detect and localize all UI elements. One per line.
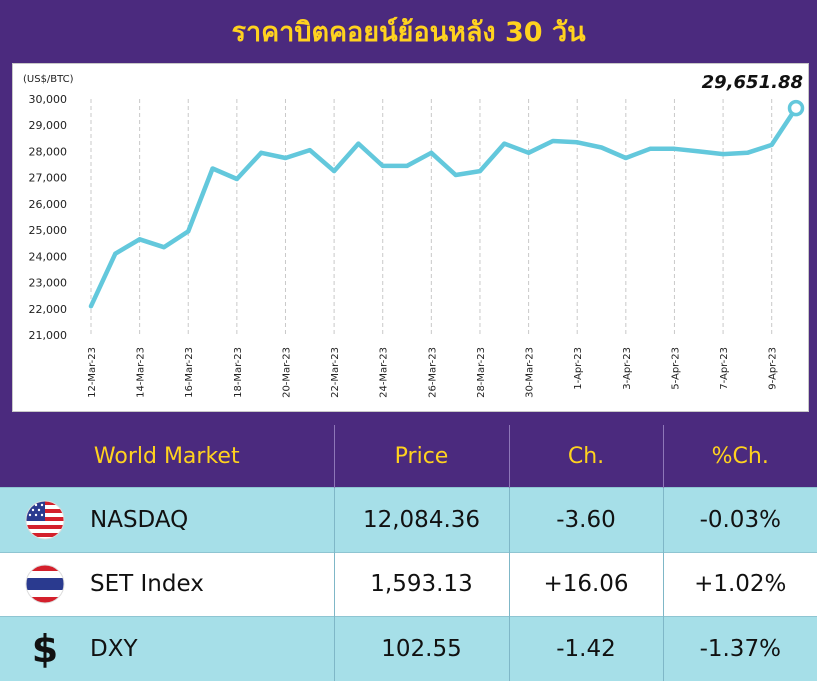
y-tick-label: 21,000 <box>29 329 68 342</box>
data-point <box>623 156 628 160</box>
change-cell: +16.06 <box>509 551 664 617</box>
y-tick-label: 22,000 <box>29 303 68 316</box>
header-world-market: World Market <box>0 425 335 488</box>
y-tick-label: 28,000 <box>29 145 68 158</box>
x-tick-label: 16-Mar-23 <box>184 347 195 398</box>
chart-frame: ราคาบิตคอยน์ย้อนหลัง 30 วัน 30,000 29,000… <box>12 17 809 412</box>
data-point <box>575 140 580 145</box>
market-name-cell: NASDAQ <box>0 487 335 553</box>
data-point <box>526 150 531 155</box>
data-point <box>186 229 191 234</box>
y-tick-label: 27,000 <box>29 172 68 185</box>
x-tick-label: 9-Apr-23 <box>768 347 779 390</box>
data-point <box>769 142 774 147</box>
x-tick-label: 22-Mar-23 <box>330 347 341 398</box>
x-tick-label: 3-Apr-23 <box>622 347 633 390</box>
pct-change-cell: +1.02% <box>663 551 817 617</box>
header-price: Price <box>334 425 510 488</box>
data-point <box>234 176 239 181</box>
y-tick-label: 30,000 <box>29 93 68 106</box>
data-point <box>696 149 701 154</box>
data-point <box>745 150 750 155</box>
header-pct-change: %Ch. <box>663 425 817 488</box>
y-axis: 30,000 29,000 28,000 27,000 26,000 25,000 24,0… <box>29 93 68 342</box>
data-point <box>137 237 142 242</box>
btc-price-chart: 30,000 29,000 28,000 27,000 26,000 25,000 24,0… <box>23 72 805 398</box>
data-point <box>89 304 93 309</box>
chart-panel: 30,000 29,000 28,000 27,000 26,000 25,000 24,0… <box>12 63 809 412</box>
data-point <box>356 141 361 146</box>
chart-grid <box>90 99 773 335</box>
data-point <box>210 166 215 171</box>
x-tick-label: 30-Mar-23 <box>525 347 536 398</box>
data-point <box>672 146 677 151</box>
data-point <box>307 148 312 153</box>
y-tick-label: 25,000 <box>29 224 68 237</box>
dollar-symbol: $ <box>31 627 59 672</box>
thai-flag-icon <box>0 564 90 604</box>
market-name: SET Index <box>90 571 204 598</box>
x-tick-label: 1-Apr-23 <box>573 347 584 390</box>
data-points <box>89 106 798 309</box>
table-row: NASDAQ 12,084.36 -3.60 -0.03% <box>0 487 817 553</box>
table-row: $ DXY 102.55 -1.42 -1.37% <box>0 616 817 681</box>
x-tick-label: 5-Apr-23 <box>670 347 681 390</box>
data-point <box>405 163 410 168</box>
market-name: DXY <box>90 636 138 663</box>
price-cell: 12,084.36 <box>334 487 510 553</box>
pct-change-cell: -0.03% <box>663 487 817 553</box>
y-tick-label: 24,000 <box>29 250 68 263</box>
data-point <box>161 245 166 250</box>
btc-price-line <box>88 105 799 309</box>
market-name-cell: SET Index <box>0 551 335 617</box>
world-market-table: World Market Price Ch. %Ch. <box>0 425 817 681</box>
header-change: Ch. <box>509 425 664 488</box>
pct-change-cell: -1.37% <box>663 616 817 681</box>
data-point <box>599 145 604 150</box>
x-tick-label: 20-Mar-23 <box>281 347 292 398</box>
data-point <box>380 163 385 168</box>
y-tick-label: 29,000 <box>29 119 68 132</box>
x-tick-label: 24-Mar-23 <box>379 347 390 398</box>
x-tick-label: 7-Apr-23 <box>719 347 730 390</box>
x-axis: 12-Mar-23 14-Mar-23 16-Mar-23 18-Mar-23 20-M… <box>87 347 779 398</box>
x-tick-label: 18-Mar-23 <box>233 347 244 398</box>
table-header-row: World Market Price Ch. %Ch. <box>0 425 817 488</box>
data-point <box>283 156 288 160</box>
data-point <box>332 169 337 174</box>
last-price-marker <box>787 99 805 117</box>
market-name: NASDAQ <box>90 506 189 533</box>
data-point <box>113 251 118 256</box>
page-title: ราคาบิตคอยน์ย้อนหลัง 30 วัน <box>231 17 586 48</box>
data-point <box>502 141 507 146</box>
data-point <box>429 150 434 155</box>
x-tick-label: 14-Mar-23 <box>136 347 147 398</box>
y-unit-label: (US$/BTC) <box>23 74 74 85</box>
x-tick-label: 28-Mar-23 <box>476 347 487 398</box>
y-tick-label: 23,000 <box>29 277 68 290</box>
last-price-label: 29,651.88 <box>702 72 803 93</box>
data-point <box>648 146 653 151</box>
change-cell: -3.60 <box>509 487 664 553</box>
data-point <box>453 173 458 178</box>
data-point <box>477 169 482 174</box>
data-point <box>259 150 264 155</box>
price-cell: 1,593.13 <box>334 551 510 617</box>
data-point <box>550 138 555 143</box>
y-tick-label: 26,000 <box>29 198 68 211</box>
price-cell: 102.55 <box>334 616 510 681</box>
market-name-cell: $ DXY <box>0 616 335 681</box>
x-tick-label: 26-Mar-23 <box>427 347 438 398</box>
data-point <box>721 152 726 157</box>
us-flag-icon <box>0 500 90 540</box>
x-tick-label: 12-Mar-23 <box>87 347 98 398</box>
change-cell: -1.42 <box>509 616 664 681</box>
table-row: SET Index 1,593.13 +16.06 +1.02% <box>0 551 817 617</box>
dollar-icon: $ <box>0 627 90 671</box>
